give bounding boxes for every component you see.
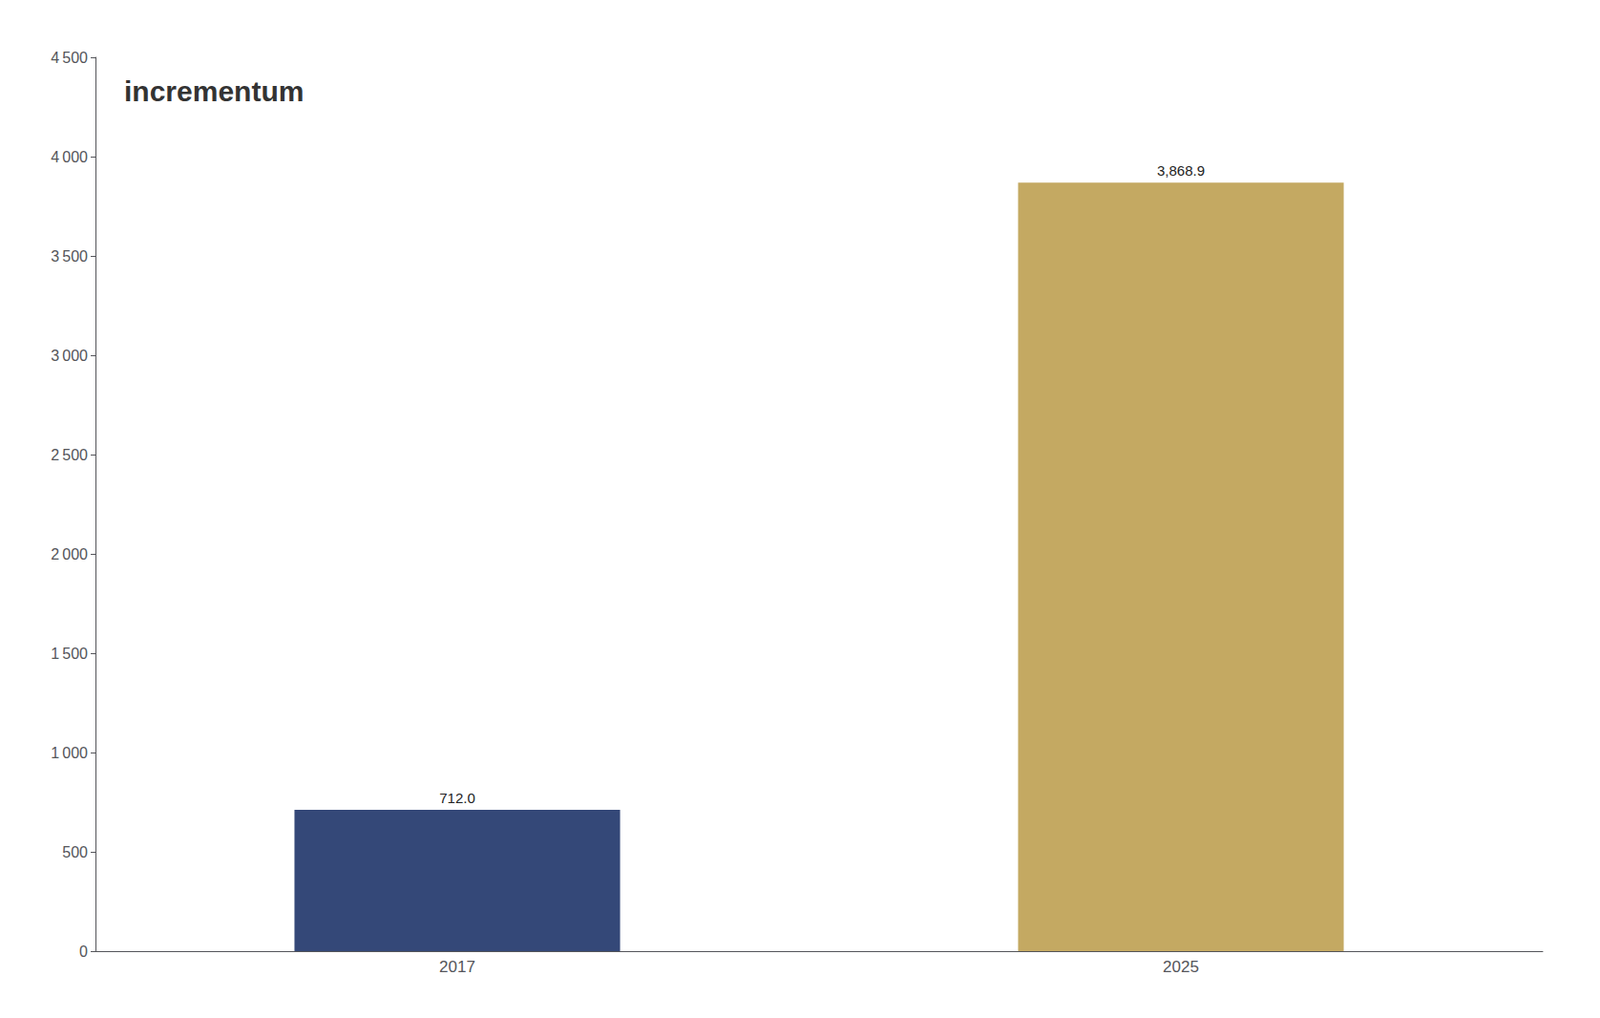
svg-text:2 500: 2 500 (50, 446, 88, 464)
svg-text:3 500: 3 500 (50, 248, 88, 265)
svg-text:712.0: 712.0 (439, 789, 476, 806)
svg-text:4 000: 4 000 (50, 148, 88, 166)
svg-text:1 500: 1 500 (50, 645, 88, 662)
svg-text:2025: 2025 (1162, 957, 1200, 976)
svg-text:3 000: 3 000 (50, 347, 88, 364)
svg-text:1 000: 1 000 (50, 744, 88, 761)
svg-text:3,868.9: 3,868.9 (1157, 162, 1205, 179)
svg-text:2 000: 2 000 (50, 546, 88, 563)
svg-text:2017: 2017 (439, 957, 476, 976)
svg-text:500: 500 (62, 843, 88, 861)
svg-text:0: 0 (79, 943, 88, 960)
svg-text:incrementum: incrementum (124, 75, 304, 107)
svg-text:4 500: 4 500 (50, 49, 88, 66)
